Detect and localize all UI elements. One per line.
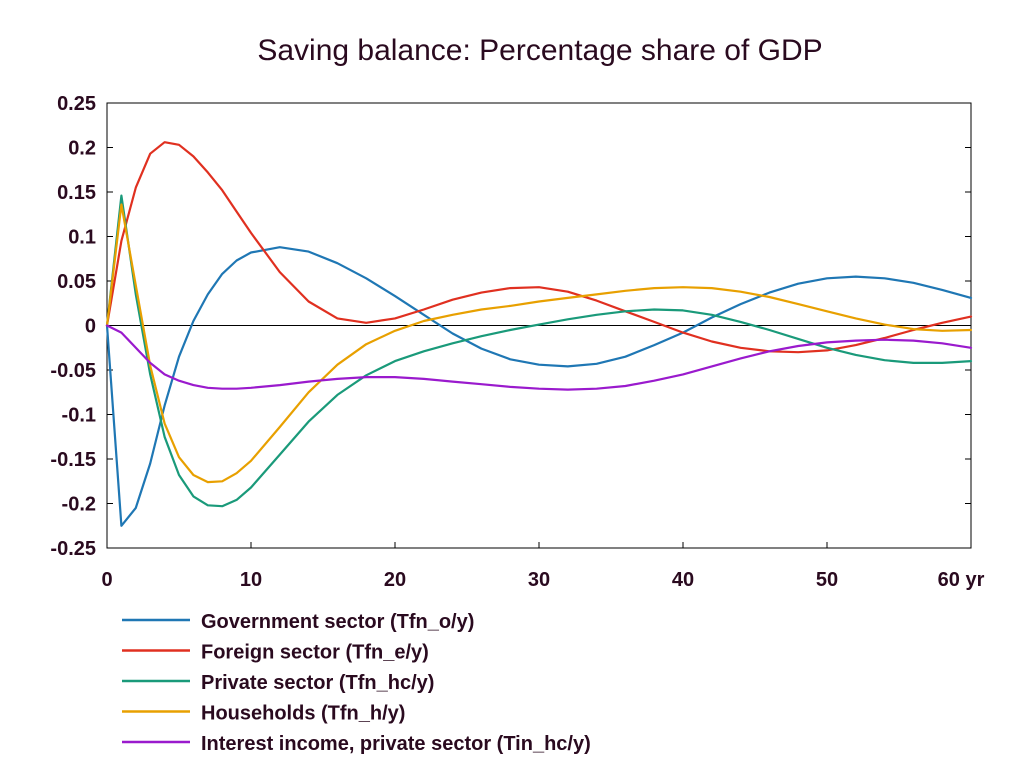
y-axis: 0.25 0.2 0.15 0.1 0.05 0 -0.05 -0.1 -0.15 -0.2 -0.… bbox=[50, 93, 971, 560]
y-tick-label: 0.25 bbox=[57, 93, 96, 115]
series-line-2 bbox=[105, 141, 973, 354]
legend-label: Interest income, private sector (Tin_hc/… bbox=[201, 733, 591, 755]
series-line-5 bbox=[105, 324, 973, 391]
y-tick-label: -0.25 bbox=[50, 538, 96, 560]
series-line-1 bbox=[105, 246, 973, 527]
y-tick-label: 0.05 bbox=[57, 271, 96, 293]
x-tick-label: 0 bbox=[101, 569, 112, 591]
legend: Government sector (Tfn_o/y) Foreign secto… bbox=[122, 611, 591, 755]
x-tick-label: 50 bbox=[816, 569, 838, 591]
y-tick-label: 0.2 bbox=[68, 138, 96, 160]
y-tick-label: -0.1 bbox=[62, 405, 96, 427]
x-tick-label: 60 yr bbox=[938, 569, 985, 591]
x-tick-label: 20 bbox=[384, 569, 406, 591]
series-group bbox=[105, 141, 973, 527]
series-line-3 bbox=[105, 194, 973, 508]
y-tick-label: -0.15 bbox=[50, 449, 96, 471]
legend-label: Foreign sector (Tfn_e/y) bbox=[201, 642, 429, 664]
legend-label: Private sector (Tfn_hc/y) bbox=[201, 672, 434, 694]
x-tick-label: 30 bbox=[528, 569, 550, 591]
y-tick-label: -0.05 bbox=[50, 360, 96, 382]
y-tick-label: -0.2 bbox=[62, 494, 96, 516]
x-axis: 0 10 20 30 40 50 60 yr bbox=[101, 542, 985, 591]
legend-label: Government sector (Tfn_o/y) bbox=[201, 611, 474, 633]
x-tick-label: 10 bbox=[240, 569, 262, 591]
y-tick-label: 0.1 bbox=[68, 227, 96, 249]
legend-label: Households (Tfn_h/y) bbox=[201, 703, 405, 725]
x-tick-label: 40 bbox=[672, 569, 694, 591]
plot-area: 0.25 0.2 0.15 0.1 0.05 0 -0.05 -0.1 -0.15 -0.2 -0.… bbox=[50, 93, 984, 591]
y-tick-label: 0.15 bbox=[57, 182, 96, 204]
chart-title: Saving balance: Percentage share of GDP bbox=[257, 34, 822, 67]
series-line-4 bbox=[105, 203, 973, 484]
y-tick-label: 0 bbox=[85, 316, 96, 338]
